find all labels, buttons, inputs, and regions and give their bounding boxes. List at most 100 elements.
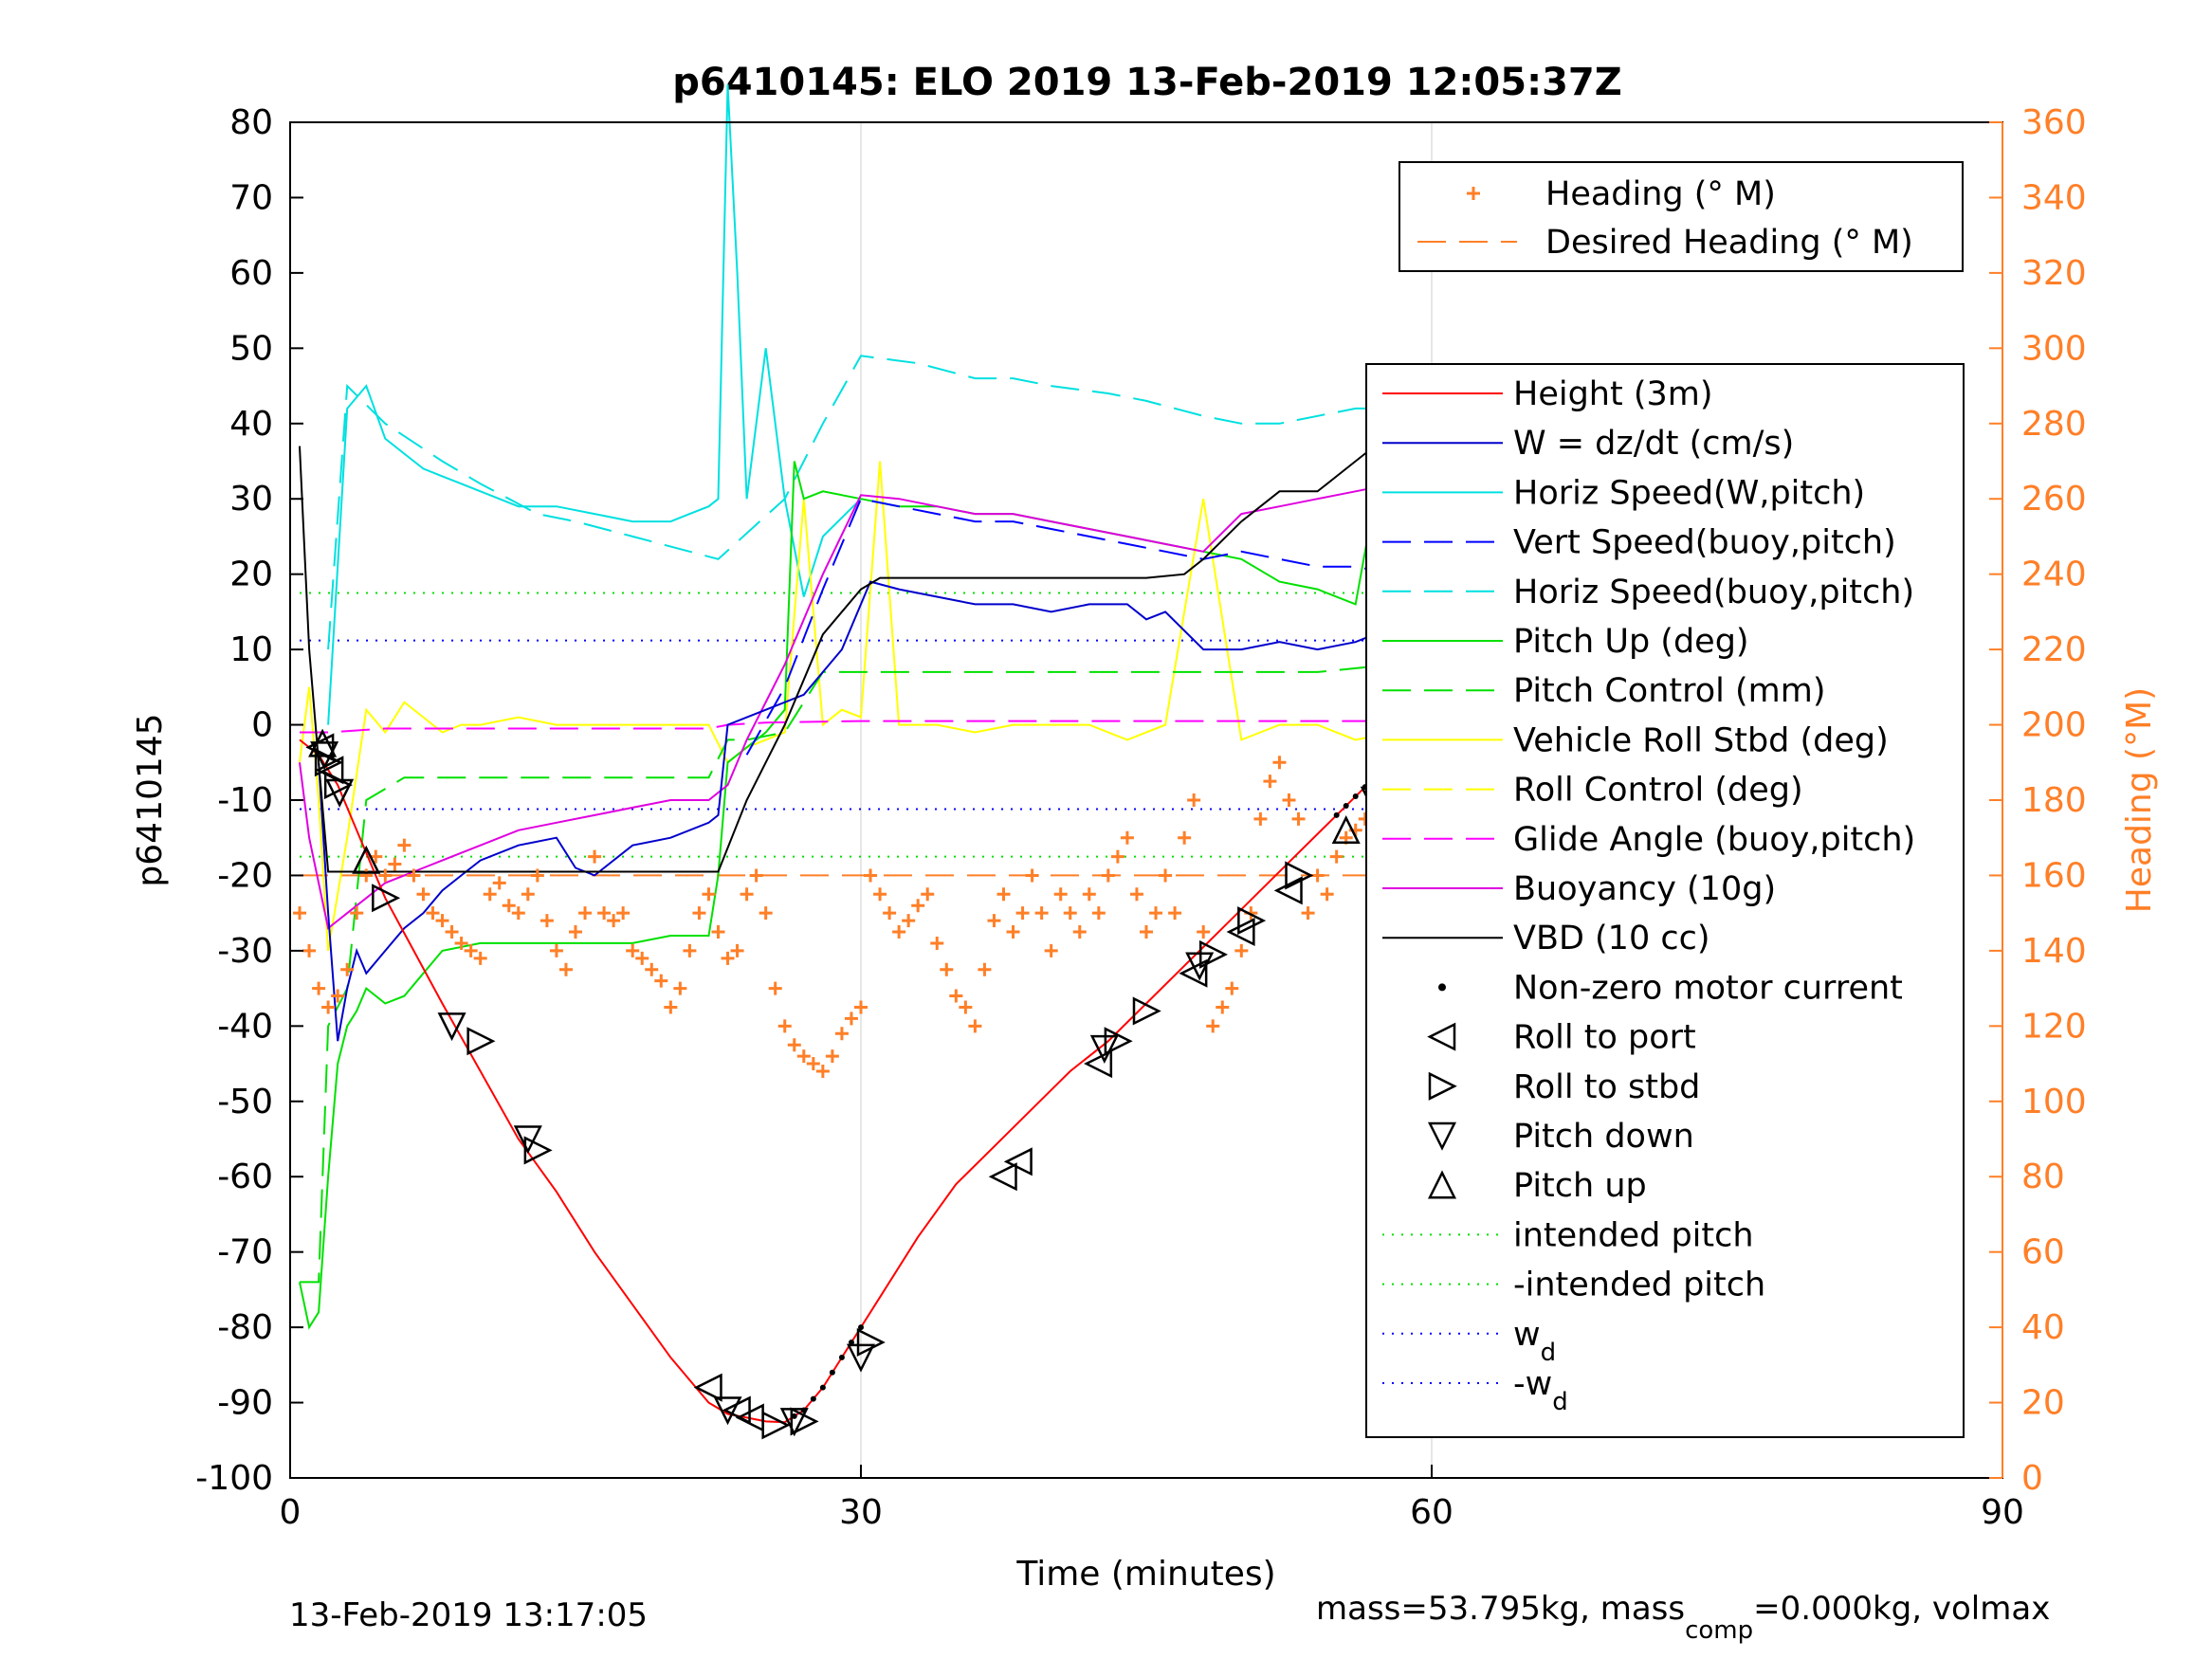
heading-point <box>930 936 944 950</box>
heading-point <box>1159 868 1173 883</box>
heading-point <box>426 906 440 921</box>
roll-line <box>299 461 1455 952</box>
x-tick-label: 30 <box>839 1493 883 1532</box>
heading-point <box>445 925 459 939</box>
heading-point <box>1034 906 1049 921</box>
roll-port-marker <box>988 1162 1017 1192</box>
y2-tick-label: 20 <box>2021 1384 2065 1423</box>
legend-label: VBD (10 cc) <box>1513 920 1710 957</box>
heading-point <box>435 914 449 928</box>
heading-point <box>683 943 697 957</box>
height-line <box>299 720 1455 1424</box>
y2-tick-label: 140 <box>2021 932 2087 971</box>
y-tick-label: 30 <box>229 480 273 519</box>
heading-point <box>1015 906 1030 921</box>
heading-point <box>312 981 326 995</box>
heading-point <box>454 936 468 950</box>
y-tick-label: 40 <box>229 405 273 444</box>
y2-tick-label: 260 <box>2021 480 2087 519</box>
heading-point <box>1149 906 1163 921</box>
heading-point <box>711 925 725 939</box>
heading-point <box>350 906 364 921</box>
motor-dot <box>819 1384 826 1391</box>
legend-label: Horiz Speed(W,pitch) <box>1513 474 1865 512</box>
legend-label: Height (3m) <box>1513 375 1713 413</box>
y-tick-label: -70 <box>217 1233 273 1272</box>
heading-point <box>702 887 716 902</box>
y-tick-label: -60 <box>217 1158 273 1196</box>
heading-point <box>378 868 393 883</box>
y-tick-label: 80 <box>229 103 273 142</box>
legend-heading-box <box>1398 161 1964 272</box>
heading-point <box>902 914 916 928</box>
heading-point <box>730 943 744 957</box>
mass-info: mass=53.795kg, masscomp=0.000kg, volmax <box>1316 1590 2050 1645</box>
legend-heading-label: Heading (° M) <box>1545 175 1776 213</box>
legend-sample <box>1427 1022 1456 1051</box>
heading-point <box>340 962 355 976</box>
y2-tick-label: 200 <box>2021 706 2087 745</box>
heading-point <box>987 914 1001 928</box>
heading-point <box>664 1000 678 1014</box>
y2-tick-label: 0 <box>2021 1459 2043 1498</box>
heading-point <box>1120 830 1134 845</box>
heading-point <box>397 838 411 852</box>
glide-angle-line <box>300 720 1455 734</box>
y-tick-label: -40 <box>217 1007 273 1046</box>
legend-heading: Heading (° M) Desired Heading (° M) <box>1398 161 1964 272</box>
legend-label: Glide Angle (buoy,pitch) <box>1513 821 1915 859</box>
heading-point <box>1206 1019 1220 1033</box>
heading-point <box>388 857 402 871</box>
heading-point <box>1272 756 1287 770</box>
heading-point <box>654 974 668 988</box>
legend-main-box <box>1365 363 1965 1438</box>
y-tick-label: 70 <box>229 178 273 217</box>
motor-dot <box>1343 802 1349 809</box>
heading-point <box>949 989 963 1003</box>
horiz-speed-line <box>327 84 862 725</box>
vbd-line <box>299 414 1455 873</box>
legend-sample <box>1438 983 1446 992</box>
heading-point <box>502 899 516 913</box>
roll-stbd-marker <box>1104 1027 1133 1056</box>
heading-point <box>1197 925 1211 939</box>
legend-label: W = dz/dt (cm/s) <box>1513 425 1794 463</box>
motor-dot <box>858 1324 864 1331</box>
heading-point <box>740 887 754 902</box>
y2-tick-label: 320 <box>2021 254 2087 293</box>
buoyancy-line <box>299 475 1455 930</box>
legend-label: Vehicle Roll Stbd (deg) <box>1513 721 1889 759</box>
heading-point <box>1110 849 1124 864</box>
heading-point <box>407 868 421 883</box>
motor-dot <box>1352 793 1359 800</box>
heading-point <box>825 1049 839 1064</box>
heading-point <box>749 868 763 883</box>
y2-tick-label: 100 <box>2021 1083 2087 1121</box>
mass-info-main: mass=53.795kg, mass <box>1316 1590 1685 1628</box>
heading-point <box>1225 981 1239 995</box>
heading-point <box>796 1049 811 1064</box>
legend-label: intended pitch <box>1513 1216 1754 1254</box>
y2-tick-label: 160 <box>2021 856 2087 895</box>
y2-tick-label: 300 <box>2021 329 2087 368</box>
heading-point <box>759 906 773 921</box>
heading-point <box>558 962 573 976</box>
heading-point <box>1320 887 1334 902</box>
heading-point <box>854 1000 868 1014</box>
legend-label: Vert Speed(buoy,pitch) <box>1513 524 1896 562</box>
legend-label: Pitch Up (deg) <box>1513 623 1749 661</box>
heading-point <box>1025 868 1039 883</box>
roll-port-marker <box>693 1373 722 1402</box>
heading-point <box>911 899 925 913</box>
chart-title: p6410145: ELO 2019 13-Feb-2019 12:05:37Z <box>672 61 1622 104</box>
heading-point <box>1329 849 1344 864</box>
legend-sample <box>1428 1071 1457 1101</box>
x-tick-label: 90 <box>1981 1493 2024 1532</box>
roll-port-marker <box>1273 876 1303 905</box>
y2-tick-label: 80 <box>2021 1158 2065 1196</box>
heading-point <box>1187 793 1201 807</box>
heading-point <box>616 906 631 921</box>
heading-point <box>1282 793 1296 807</box>
heading-point <box>692 906 706 921</box>
